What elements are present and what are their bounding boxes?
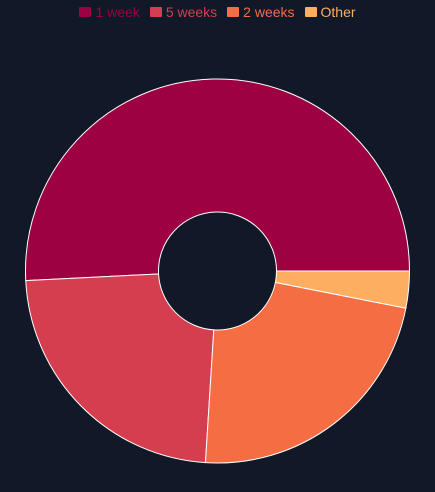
legend-item-1-week[interactable]: 1 week <box>79 4 140 20</box>
legend-label: 2 weeks <box>243 4 295 20</box>
legend-label: 5 weeks <box>165 4 218 20</box>
legend-label: 1 week <box>95 4 140 20</box>
legend-swatch <box>304 7 317 17</box>
legend-swatch <box>149 7 162 17</box>
legend-swatch <box>227 7 240 17</box>
legend-item-2-weeks[interactable]: 2 weeks <box>227 4 295 20</box>
legend-swatch <box>79 7 92 17</box>
pie-slice-1-week[interactable] <box>25 78 411 282</box>
legend-item-5-weeks[interactable]: 5 weeks <box>149 4 218 20</box>
pie-slice-5-weeks[interactable] <box>25 273 215 464</box>
pie-slice-2-weeks[interactable] <box>204 281 407 464</box>
legend-item-other[interactable]: Other <box>304 4 356 20</box>
pie-slice-other[interactable] <box>274 270 411 309</box>
chart-legend: 1 week 5 weeks 2 weeks Other <box>0 4 435 20</box>
legend-label: Other <box>320 4 356 20</box>
